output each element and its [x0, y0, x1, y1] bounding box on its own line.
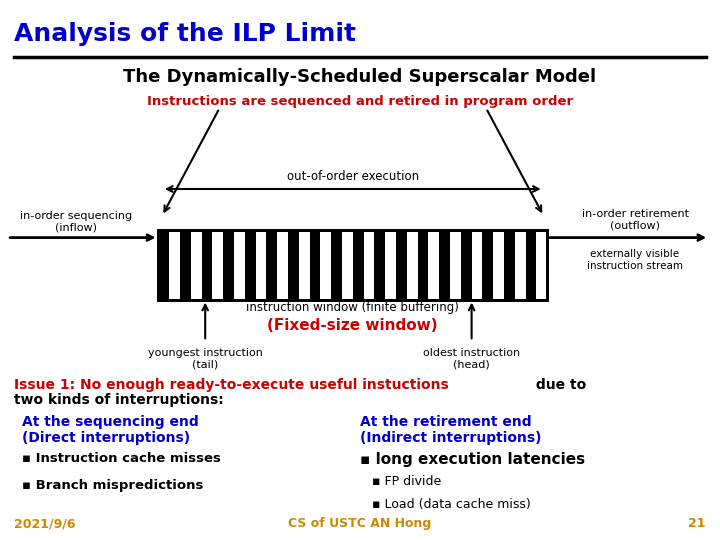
Text: Issue 1: No enough ready-to-execute useful instuctions: Issue 1: No enough ready-to-execute usef… [14, 378, 449, 392]
Bar [353, 230, 364, 300]
Text: Instructions are sequenced and retired in program order: Instructions are sequenced and retired i… [147, 94, 573, 107]
Bar [202, 230, 212, 300]
Text: Analysis of the ILP Limit: Analysis of the ILP Limit [14, 22, 356, 45]
Bar [504, 230, 515, 300]
Text: The Dynamically-Scheduled Superscalar Model: The Dynamically-Scheduled Superscalar Mo… [123, 68, 597, 85]
Bar [526, 230, 536, 300]
Text: due to: due to [531, 378, 587, 392]
Text: in-order sequencing
(inflow): in-order sequencing (inflow) [19, 211, 132, 232]
Text: oldest instruction
(head): oldest instruction (head) [423, 348, 520, 370]
Bar [266, 230, 277, 300]
Text: externally visible
instruction stream: externally visible instruction stream [587, 249, 683, 271]
Bar [396, 230, 407, 300]
Text: 2021/9/6: 2021/9/6 [14, 517, 76, 530]
Bar [482, 230, 493, 300]
Text: 21: 21 [688, 517, 706, 530]
Bar [418, 230, 428, 300]
Bar [331, 230, 342, 300]
Text: (Fixed-size window): (Fixed-size window) [268, 318, 438, 333]
Text: ▪ long execution latencies: ▪ long execution latencies [360, 452, 585, 467]
Text: in-order retirement
(outflow): in-order retirement (outflow) [582, 209, 688, 231]
Bar [245, 230, 256, 300]
Bar [310, 230, 320, 300]
Text: At the retirement end
(Indirect interruptions): At the retirement end (Indirect interrup… [360, 415, 541, 445]
Text: out-of-order execution: out-of-order execution [287, 170, 419, 183]
Bar [158, 230, 547, 300]
Text: ▪ Load (data cache miss): ▪ Load (data cache miss) [360, 498, 531, 511]
Text: ▪ Branch mispredictions: ▪ Branch mispredictions [22, 479, 203, 492]
Text: CS of USTC AN Hong: CS of USTC AN Hong [289, 517, 431, 530]
Text: youngest instruction
(tail): youngest instruction (tail) [148, 348, 263, 370]
Bar [158, 230, 547, 300]
Text: ▪ FP divide: ▪ FP divide [360, 475, 441, 488]
Bar [223, 230, 234, 300]
Bar [374, 230, 385, 300]
Text: two kinds of interruptions:: two kinds of interruptions: [14, 393, 224, 407]
Bar [461, 230, 472, 300]
Bar [180, 230, 191, 300]
Text: instruction window (finite buffering): instruction window (finite buffering) [246, 301, 459, 314]
Text: ▪ Instruction cache misses: ▪ Instruction cache misses [22, 452, 220, 465]
Bar [158, 230, 169, 300]
Bar [439, 230, 450, 300]
Text: At the sequencing end
(Direct interruptions): At the sequencing end (Direct interrupti… [22, 415, 198, 445]
Bar [288, 230, 299, 300]
